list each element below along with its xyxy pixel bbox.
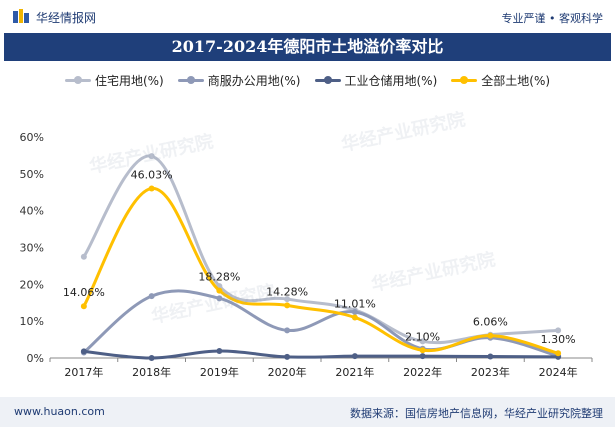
legend-label: 住宅用地(%) <box>94 73 164 88</box>
data-point <box>216 287 223 294</box>
y-tick-label: 10% <box>20 315 44 328</box>
footer: www.huaon.com 数据来源：国信房地产信息网，华经产业研究院整理 <box>0 397 615 427</box>
brand-name: 华经情报网 <box>36 10 97 25</box>
x-tick-label: 2023年 <box>471 365 510 379</box>
x-tick-label: 2020年 <box>268 365 307 379</box>
data-label: 46.03% <box>131 168 173 181</box>
data-point <box>419 338 426 345</box>
footer-url[interactable]: www.huaon.com <box>14 405 105 418</box>
data-label: 2.10% <box>405 330 440 343</box>
brand[interactable]: 华经情报网 <box>12 8 96 26</box>
data-point <box>284 302 291 309</box>
y-tick-label: 20% <box>20 278 44 291</box>
data-point <box>80 303 87 310</box>
data-point <box>351 353 358 360</box>
data-point <box>148 293 155 300</box>
series-line <box>82 349 560 360</box>
data-point <box>148 153 155 160</box>
y-tick-label: 50% <box>20 168 44 181</box>
x-tick-label: 2018年 <box>132 365 171 379</box>
line-chart: 0% 10% 20% 30% 40% 50% 60% 2017年 2018年 2019年 2020年… <box>20 131 593 379</box>
tagline: 专业严谨 • 客观科学 <box>501 12 603 25</box>
data-point <box>351 314 358 321</box>
data-point <box>284 327 291 334</box>
data-point <box>80 348 87 355</box>
legend-line-marker-icon <box>177 75 204 85</box>
data-label: 11.01% <box>334 297 376 310</box>
legend-item[interactable]: 住宅用地(%) <box>64 69 164 91</box>
legend-item[interactable]: 全部土地(%) <box>451 69 550 91</box>
data-point <box>284 353 291 360</box>
legend-line-marker-icon <box>64 75 91 85</box>
top-bar: 华经情报网 专业严谨 • 客观科学 <box>0 0 615 33</box>
data-label: 1.30% <box>541 333 576 346</box>
data-point <box>419 347 426 354</box>
data-source: 数据来源：国信房地产信息网，华经产业研究院整理 <box>350 407 603 420</box>
x-tick-label: 2019年 <box>200 365 239 379</box>
legend-label: 工业仓储用地(%) <box>344 73 438 88</box>
y-tick-label: 60% <box>20 131 44 144</box>
legend-line-marker-icon <box>314 75 341 85</box>
data-point <box>419 353 426 360</box>
legend-item[interactable]: 商服办公用地(%) <box>177 69 301 91</box>
x-tick-label: 2022年 <box>403 365 442 379</box>
data-point <box>351 308 358 315</box>
x-tick-label: 2017年 <box>64 365 103 379</box>
data-point <box>148 355 155 361</box>
data-point <box>148 185 155 192</box>
data-point <box>487 332 494 339</box>
legend-label: 商服办公用地(%) <box>207 73 301 88</box>
y-tick-label: 30% <box>20 242 44 255</box>
data-point <box>487 353 494 360</box>
data-point <box>555 327 562 334</box>
y-tick-label: 40% <box>20 205 44 218</box>
data-point <box>216 348 223 355</box>
data-point <box>555 350 562 357</box>
legend-label: 全部土地(%) <box>481 73 551 88</box>
legend-item[interactable]: 工业仓储用地(%) <box>314 69 438 91</box>
x-tick-label: 2021年 <box>335 365 374 379</box>
series-line <box>82 154 560 345</box>
legend: 住宅用地(%) 商服办公用地(%) 工业仓储用地(%) 全部土地(%) <box>0 69 615 91</box>
chart-title: 2017-2024年德阳市土地溢价率对比 <box>4 33 611 61</box>
data-label: 18.28% <box>198 271 240 284</box>
data-label: 6.06% <box>473 316 508 329</box>
data-label: 14.06% <box>63 286 105 299</box>
x-tick-label: 2024年 <box>539 365 578 379</box>
y-tick-label: 0% <box>27 352 44 365</box>
data-label: 14.28% <box>266 285 308 298</box>
data-point <box>216 295 223 302</box>
legend-line-marker-icon <box>451 75 478 85</box>
huajing-logo-icon <box>13 9 29 23</box>
data-point <box>284 296 291 303</box>
data-point <box>80 253 87 260</box>
